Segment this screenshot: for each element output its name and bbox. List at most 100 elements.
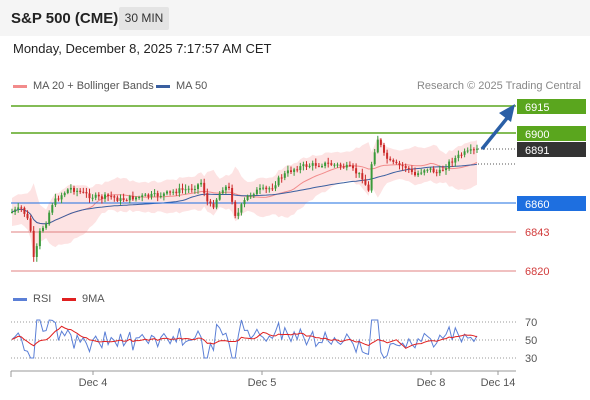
- rsi-ma-swatch: [62, 297, 76, 301]
- candle-body: [122, 198, 125, 201]
- candle-body: [268, 188, 271, 190]
- candle-body: [417, 173, 420, 176]
- level-label-6820: 6820: [525, 266, 549, 278]
- candle-body: [141, 195, 144, 198]
- candle-body: [324, 162, 327, 166]
- candle-body: [249, 195, 252, 197]
- instrument-title: S&P 500 (CME): [11, 10, 119, 27]
- copyright-text: Research © 2025 Trading Central: [416, 80, 581, 92]
- candle-body: [308, 165, 311, 167]
- candle-body: [305, 164, 308, 167]
- candle-body: [181, 188, 184, 190]
- candle-body: [32, 230, 35, 257]
- candlestick-series: [11, 135, 478, 262]
- candle-body: [69, 187, 72, 190]
- candle-body: [286, 170, 289, 174]
- rsi-ma-label: 9MA: [82, 293, 105, 305]
- rsi-tick-70: 70: [525, 317, 537, 329]
- candle-body: [361, 173, 364, 180]
- candle-body: [240, 204, 243, 213]
- candle-body: [231, 187, 234, 202]
- candle-body: [367, 184, 370, 191]
- candle-body: [23, 207, 26, 214]
- candle-body: [100, 196, 103, 199]
- candle-body: [441, 169, 444, 171]
- legend-rsi-ma: 9MA: [62, 293, 105, 305]
- candle-body: [283, 173, 286, 178]
- chart-header: S&P 500 (CME) 30 MIN: [0, 0, 590, 36]
- candle-body: [200, 182, 203, 185]
- candle-body: [144, 194, 147, 196]
- candle-body: [376, 139, 379, 153]
- candle-body: [277, 177, 280, 186]
- candle-body: [57, 198, 60, 200]
- candle-body: [255, 189, 258, 195]
- candle-body: [469, 149, 472, 151]
- candle-body: [215, 199, 218, 208]
- candle-body: [166, 191, 168, 194]
- candle-body: [218, 193, 221, 200]
- candle-body: [91, 197, 94, 199]
- candle-body: [466, 150, 469, 152]
- candle-body: [432, 168, 435, 173]
- candle-body: [342, 166, 345, 168]
- candle-body: [265, 187, 268, 190]
- candle-body: [63, 193, 66, 196]
- candle-body: [17, 207, 20, 210]
- candle-body: [395, 161, 398, 164]
- candle-body: [476, 148, 478, 150]
- candle-body: [243, 200, 246, 205]
- candle-body: [392, 160, 395, 162]
- candle-body: [79, 190, 82, 192]
- bollinger-swatch: [13, 84, 27, 88]
- candle-body: [107, 194, 110, 197]
- candle-body: [274, 185, 277, 189]
- candle-body: [190, 188, 193, 190]
- candle-body: [212, 203, 215, 208]
- legend-ma50: MA 50: [156, 80, 207, 92]
- candle-body: [131, 195, 134, 200]
- candle-body: [20, 207, 23, 209]
- candle-body: [42, 227, 44, 231]
- candle-body: [311, 163, 314, 166]
- candle-body: [209, 201, 212, 204]
- candle-body: [224, 186, 227, 191]
- candle-body: [197, 184, 199, 189]
- candle-body: [94, 194, 97, 198]
- rsi-ma-line: [11, 325, 478, 349]
- candle-body: [379, 139, 382, 145]
- candle-body: [451, 161, 454, 163]
- candle-body: [88, 193, 91, 199]
- candle-body: [330, 163, 333, 165]
- candle-body: [184, 189, 187, 191]
- level-box-6891: [517, 142, 586, 157]
- candle-body: [119, 198, 122, 201]
- candle-body: [113, 196, 116, 198]
- candle-body: [97, 194, 100, 197]
- candle-body: [321, 165, 323, 167]
- candle-body: [296, 169, 299, 171]
- x-tick-label-dec8: Dec 8: [417, 377, 446, 389]
- candle-body: [85, 192, 88, 194]
- level-label-6843: 6843: [525, 227, 549, 239]
- candle-body: [290, 170, 292, 172]
- x-tick-label-dec14: Dec 14: [481, 377, 516, 389]
- candle-body: [128, 195, 131, 201]
- candle-body: [203, 182, 206, 194]
- level-box-6900: [517, 126, 586, 141]
- candle-body: [345, 164, 348, 168]
- level-label-6915: 6915: [525, 102, 549, 114]
- candle-body: [169, 191, 172, 193]
- timeframe-button[interactable]: 30 MIN: [119, 7, 169, 30]
- level-label-6900: 6900: [525, 129, 549, 141]
- candle-body: [156, 193, 159, 197]
- candle-body: [299, 166, 302, 171]
- candle-body: [60, 195, 63, 200]
- candle-body: [38, 230, 41, 247]
- rsi-label: RSI: [33, 293, 52, 305]
- candle-body: [259, 188, 261, 190]
- candle-body: [26, 213, 29, 219]
- candle-body: [370, 164, 373, 191]
- candle-body: [35, 246, 38, 257]
